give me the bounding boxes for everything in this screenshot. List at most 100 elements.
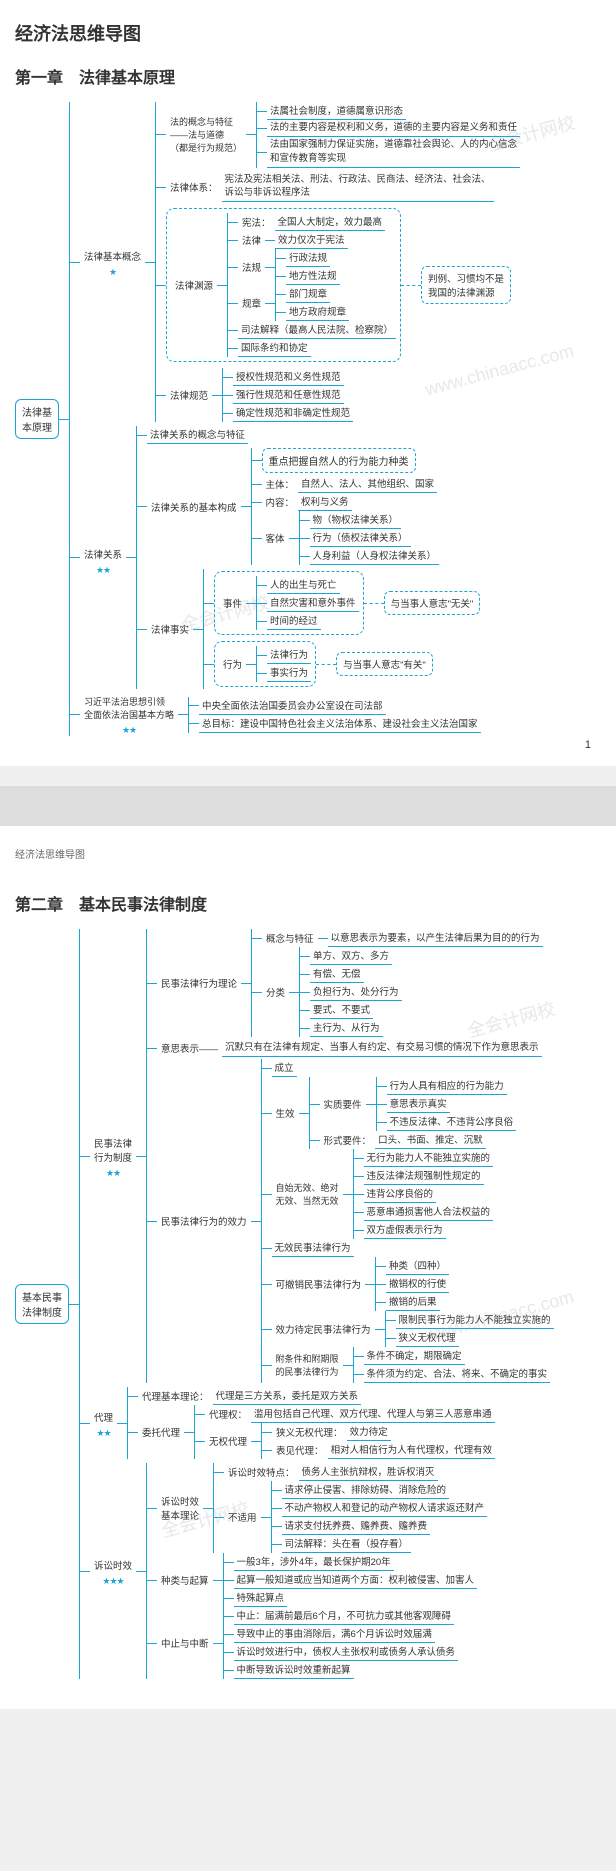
leaf: 沉默只有在法律有规定、当事人有约定、有交易习惯的情况下作为意思表示 bbox=[222, 1040, 542, 1057]
dashed-node: 重点把握自然人的行为能力种类 bbox=[262, 448, 416, 473]
leaf: 地方性法规 bbox=[286, 267, 340, 285]
node-label: 诉讼时效特点： bbox=[224, 1463, 299, 1481]
leaf: 撤销权的行使 bbox=[386, 1275, 449, 1293]
leaf: 双方虚假表示行为 bbox=[364, 1221, 446, 1239]
node-label: 委托代理 bbox=[138, 1423, 184, 1441]
leaf: 行为（债权法律关系） bbox=[310, 529, 411, 547]
node-label: 无权代理 bbox=[205, 1432, 251, 1450]
node-label bbox=[99, 539, 107, 543]
node-label: 法律规范 bbox=[166, 386, 212, 404]
leaf: 请求支付抚养费、赡养费、赡养费 bbox=[282, 1517, 431, 1535]
node-label: 法律关系的基本构成 bbox=[147, 498, 241, 516]
leaf: 法属社会制度，道德属意识形态 bbox=[267, 102, 406, 120]
leaf: 自然灾害和意外事件 bbox=[267, 594, 359, 612]
node-label: 法律事实 bbox=[147, 620, 193, 638]
leaf: 代理是三方关系，委托是双方关系 bbox=[213, 1387, 362, 1405]
leaf: 确定性规范和非确定性规范 bbox=[233, 404, 353, 422]
node-label: 分类 bbox=[262, 983, 289, 1001]
branch-legal-concept: 法律基本概念 ★ 法的概念与特征 ——法与道德 （都是行为规范） 法属社会制度，… bbox=[70, 102, 520, 422]
node-label: 法律关系 bbox=[80, 545, 126, 563]
node-label: 实质要件 bbox=[320, 1095, 366, 1113]
node-label: 法的概念与特征 ——法与道德 （都是行为规范） bbox=[166, 113, 246, 156]
leaf: 一般3年，涉外4年，最长保护期20年 bbox=[234, 1553, 394, 1571]
page-number: 1 bbox=[585, 739, 591, 751]
leaf: 人的出生与死亡 bbox=[267, 576, 340, 594]
node-label: 表见代理： bbox=[272, 1441, 328, 1459]
node-label: 可撤销民事法律行为 bbox=[272, 1275, 366, 1293]
leaf: 负担行为、处分行为 bbox=[310, 983, 402, 1001]
leaf: 要式、不要式 bbox=[310, 1001, 373, 1019]
chapter-1-title: 第一章 法律基本原理 bbox=[15, 64, 601, 88]
leaf: 效力仅次于宪法 bbox=[275, 231, 348, 249]
page-header: 经济法思维导图 bbox=[15, 846, 601, 861]
node-label: 代理权： bbox=[205, 1405, 251, 1423]
node-label: 诉讼时效 基本理论 bbox=[157, 1492, 203, 1524]
leaf: 以意思表示为要素，以产生法律后果为目的的行为 bbox=[328, 929, 543, 947]
node-label: 事件 bbox=[219, 594, 246, 612]
leaf: 时间的经过 bbox=[267, 612, 321, 630]
leaf: 无行为能力人不能独立实施的 bbox=[364, 1149, 494, 1167]
leaf: 自然人、法人、其他组织、国家 bbox=[298, 475, 437, 493]
branch-civil-act: 民事法律 行为制度 ★★ 民事法律行为理论 概念与特征以意思表示为要素，以产生法… bbox=[80, 929, 554, 1383]
branch-agency: 代理 ★★ 代理基本理论：代理是三方关系，委托是双方关系 委托代理 代理权：滥用… bbox=[80, 1387, 554, 1459]
node-label: 代理基本理论： bbox=[138, 1387, 213, 1405]
leaf: 中断导致诉讼时效重新起算 bbox=[234, 1661, 354, 1679]
leaf: 种类（四种） bbox=[386, 1257, 449, 1275]
node-label: 主体： bbox=[262, 475, 299, 493]
leaf: 不违反法律、不违背公序良俗 bbox=[387, 1113, 517, 1131]
root-node: 法律基 本原理 bbox=[15, 399, 59, 439]
node-label: 法律体系： bbox=[166, 178, 222, 196]
leaf: 强行性规范和任意性规范 bbox=[233, 386, 344, 404]
dashed-group: 法律渊源 宪法：全国人大制定，效力最高 法律效力仅次于宪法 法规 bbox=[166, 208, 401, 362]
leaf: 权利与义务 bbox=[298, 493, 352, 511]
branch-legal-relation: 法律关系 ★★ 法律关系的概念与特征 法律关系的基本构成 重点把握自然人的行为能… bbox=[70, 426, 520, 689]
node-label: 自始无效、绝对 无效、当然无效 bbox=[272, 1179, 343, 1209]
leaf: 总目标：建设中国特色社会主义法治体系、建设社会主义法治国家 bbox=[199, 715, 481, 733]
node-label: 效力待定民事法律行为 bbox=[272, 1320, 375, 1338]
doc-title: 经济法思维导图 bbox=[15, 20, 601, 46]
leaf: 撤销的后果 bbox=[386, 1293, 440, 1311]
leaf: 行为人具有相应的行为能力 bbox=[387, 1077, 507, 1095]
node-label: 狭义无权代理： bbox=[272, 1423, 347, 1441]
leaf: 司法解释（最高人民法院、检察院） bbox=[238, 321, 396, 339]
leaf: 不动产物权人和登记的动产物权人请求返还财产 bbox=[282, 1499, 488, 1517]
leaf: 违背公序良俗的 bbox=[364, 1185, 437, 1203]
node-label: 规章 bbox=[238, 294, 265, 312]
branch-limitation: 诉讼时效 ★★★ 诉讼时效 基本理论 诉讼时效特点：债务人主张抗辩权，胜诉权消灭 bbox=[80, 1463, 554, 1679]
stars: ★★ bbox=[96, 565, 110, 576]
note-box: 与当事人意志"无关" bbox=[384, 591, 481, 615]
chapter-2-title: 第二章 基本民事法律制度 bbox=[15, 891, 601, 915]
leaf: 诉讼时效进行中，债权人主张权利或债务人承认债务 bbox=[234, 1643, 459, 1661]
leaf: 事实行为 bbox=[267, 664, 311, 682]
node-label: 代理 bbox=[90, 1408, 117, 1426]
branch-xi-thought: 习近平法治思想引领 全面依法治国基本方略 ★★ 中央全面依法治国委员会办公室设在… bbox=[70, 693, 520, 736]
leaf: 宪法及宪法相关法、刑法、行政法、民商法、经济法、社会法、 诉讼与非诉讼程序法 bbox=[222, 172, 494, 203]
leaf: 国际条约和协定 bbox=[238, 339, 311, 357]
leaf: 债务人主张抗辩权，胜诉权消灭 bbox=[299, 1463, 438, 1481]
root-node: 基本民事 法律制度 bbox=[15, 1284, 69, 1324]
leaf: 狭义无权代理 bbox=[396, 1329, 459, 1347]
mindmap-ch1: 法律基 本原理 法律基本概念 ★ 法的概念与特征 ——法与道 bbox=[15, 102, 601, 736]
dashed-group: 事件 人的出生与死亡 自然灾害和意外事件 时间的经过 bbox=[214, 571, 364, 635]
leaf: 条件不确定，期限确定 bbox=[364, 1347, 465, 1365]
node-label: 行为 bbox=[219, 655, 246, 673]
page-2: 全会计网校 www.chinaacc.com 全会计网校 经济法思维导图 第二章… bbox=[0, 826, 616, 1709]
node-label: 种类与起算 bbox=[157, 1571, 213, 1589]
node-label: 法律基本概念 bbox=[80, 247, 145, 265]
leaf: 法由国家强制力保证实施，道德靠社会舆论、人的内心信念 和宣传教育等实现 bbox=[267, 137, 520, 168]
stars: ★★★ bbox=[102, 1576, 123, 1587]
page-1: 全会计网校 www.chinaacc.com 全会计网校 经济法思维导图 第一章… bbox=[0, 0, 616, 766]
dashed-group: 行为 法律行为 事实行为 bbox=[214, 641, 316, 687]
leaf: 部门规章 bbox=[286, 285, 330, 303]
node-label: 民事法律行为的效力 bbox=[157, 1212, 251, 1230]
leaf: 地方政府规章 bbox=[286, 303, 349, 321]
node-label: 法规 bbox=[238, 258, 265, 276]
node-label: 生效 bbox=[272, 1104, 299, 1122]
node-label: 宪法： bbox=[238, 213, 275, 231]
leaf: 法律关系的概念与特征 bbox=[147, 426, 248, 444]
stars: ★ bbox=[109, 267, 116, 278]
node-label: 不适用 bbox=[224, 1508, 261, 1526]
leaf: 相对人相信行为人有代理权，代理有效 bbox=[328, 1441, 496, 1459]
stars: ★★ bbox=[96, 1428, 110, 1439]
stars: ★★ bbox=[106, 1168, 120, 1179]
